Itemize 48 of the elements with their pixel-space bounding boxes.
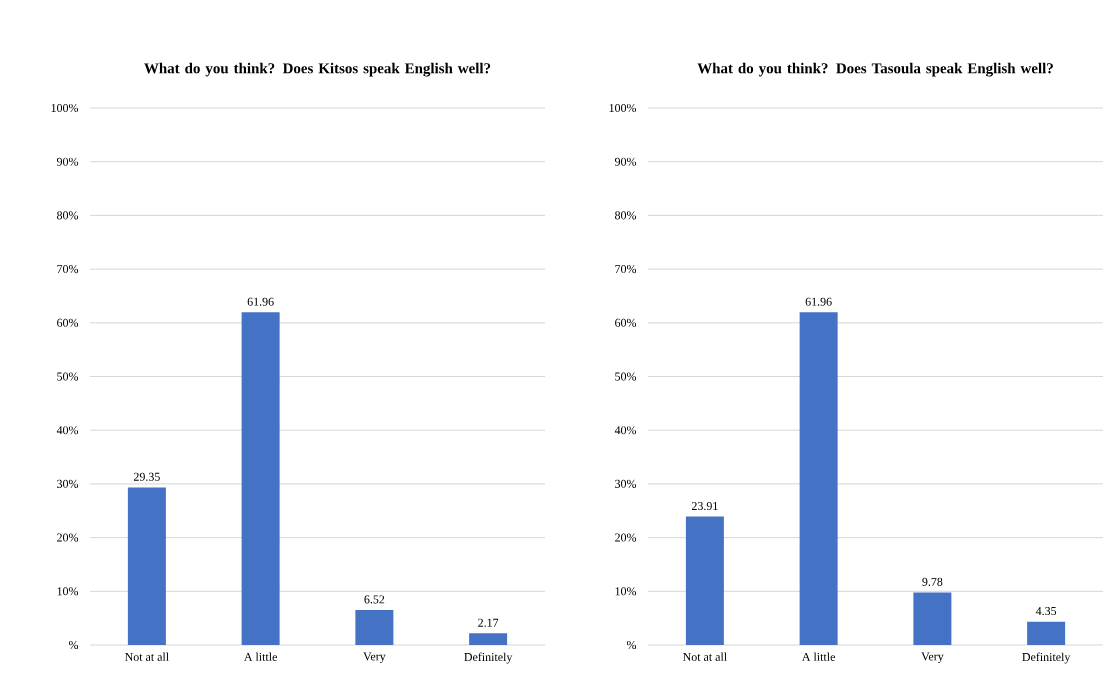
bar <box>913 592 952 645</box>
y-tick-label: 10% <box>57 587 79 596</box>
y-tick-label: 40% <box>56 426 79 435</box>
data-label: 61.96 <box>247 297 274 306</box>
bar <box>685 516 724 645</box>
y-tick-label: 60% <box>57 318 79 327</box>
y-tick-label: 50% <box>615 372 637 381</box>
x-tick-label: A little <box>243 652 277 661</box>
y-tick-label: 10% <box>615 587 637 596</box>
x-tick-label: Not at all <box>682 652 727 661</box>
y-tick-label: 60% <box>615 318 637 327</box>
y-tick-label: 40% <box>614 426 637 435</box>
y-tick-label: 70% <box>57 265 79 274</box>
y-tick-label: 80% <box>57 211 79 220</box>
bar <box>127 487 166 645</box>
data-label: 6.52 <box>364 595 385 604</box>
y-tick-label: 20% <box>57 533 79 542</box>
data-label: 29.35 <box>133 472 160 481</box>
bar <box>1027 621 1066 645</box>
y-tick-label: 80% <box>615 211 637 220</box>
y-tick-label: 30% <box>615 479 637 488</box>
y-tick-label: 100% <box>609 103 637 113</box>
x-tick-label: Not at all <box>124 652 169 661</box>
y-tick-label: % <box>626 640 637 650</box>
bar <box>355 609 394 645</box>
bar <box>799 312 838 645</box>
y-tick-label: 90% <box>56 157 79 166</box>
y-tick-label: 100% <box>51 103 79 113</box>
x-tick-label: Definitely <box>464 652 513 664</box>
bar <box>469 633 508 645</box>
x-tick-label: Definitely <box>1022 652 1071 664</box>
chart-title: What do you think? Does Tasoula speak English well? <box>697 62 1053 77</box>
data-label: 23.91 <box>691 501 718 511</box>
y-tick-label: 90% <box>614 157 637 166</box>
data-label: 4.35 <box>1035 607 1057 616</box>
y-tick-label: 70% <box>615 265 637 274</box>
x-tick-label: A little <box>801 652 835 661</box>
y-tick-label: 50% <box>57 372 79 381</box>
y-tick-label: % <box>68 640 79 650</box>
y-tick-label: 20% <box>615 533 637 542</box>
data-label: 61.96 <box>805 297 832 306</box>
y-tick-label: 30% <box>57 479 79 488</box>
data-label: 2.17 <box>478 618 499 627</box>
data-label: 9.78 <box>922 577 943 586</box>
chart-title: What do you think? Does Kitsos speak English well? <box>144 62 491 77</box>
x-tick-label: Very <box>921 652 944 663</box>
x-tick-label: Very <box>363 652 386 663</box>
bar <box>241 312 280 645</box>
